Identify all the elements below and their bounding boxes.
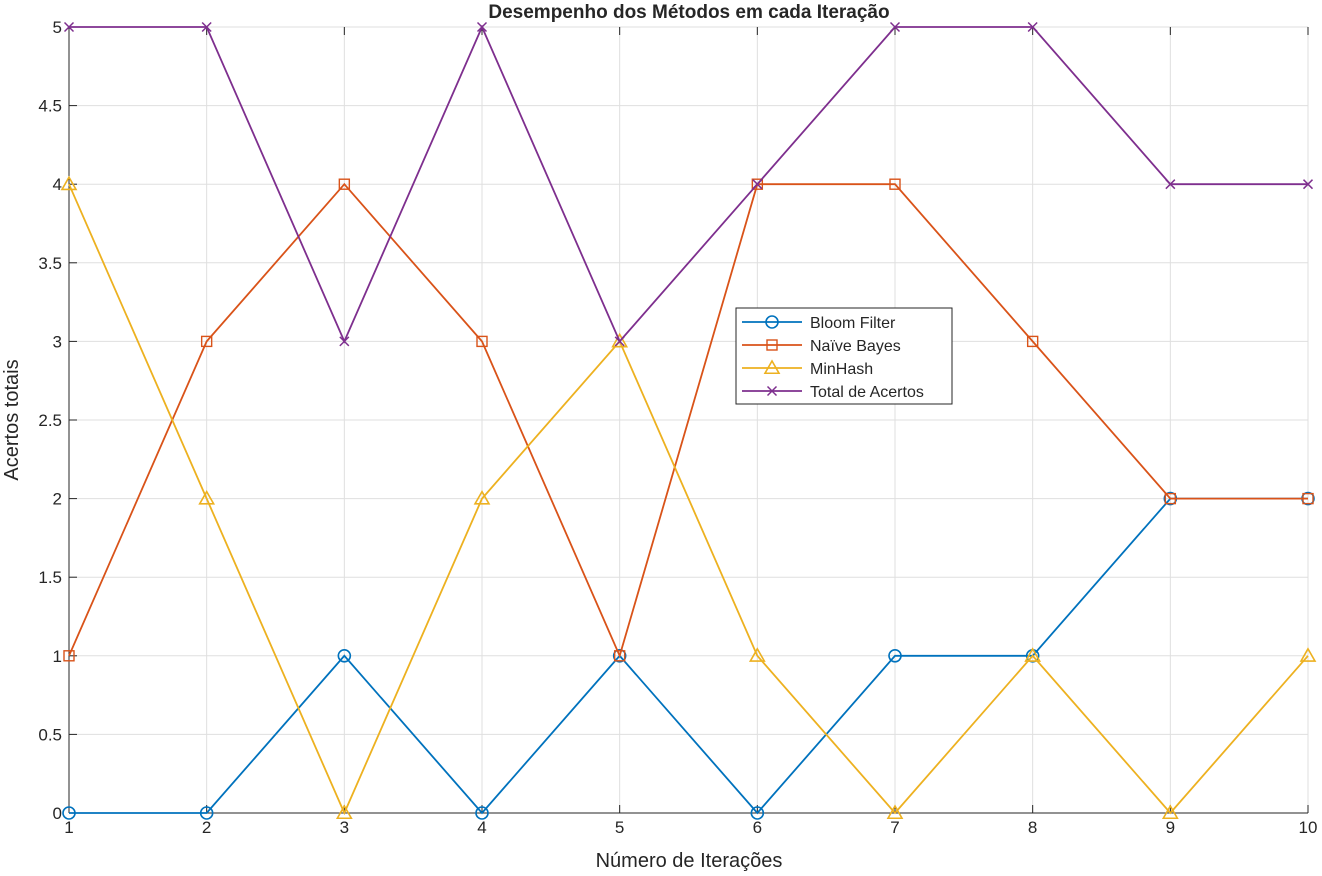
data-point-triangle bbox=[1024, 647, 1042, 662]
y-tick-label: 5 bbox=[53, 18, 62, 37]
x-tick-label: 2 bbox=[202, 818, 211, 837]
data-point-x bbox=[339, 336, 350, 347]
data-point-x-stroke bbox=[889, 21, 901, 33]
series-na-ve-bayes bbox=[63, 178, 1314, 662]
y-tick-label: 1 bbox=[53, 647, 62, 666]
data-point-x-stroke bbox=[339, 336, 350, 347]
legend-label: Bloom Filter bbox=[810, 315, 896, 332]
data-point-square bbox=[613, 650, 626, 662]
data-point-x bbox=[766, 385, 778, 397]
data-point-x bbox=[889, 21, 901, 33]
data-point-circle bbox=[750, 806, 765, 820]
series-bloom-filter bbox=[62, 491, 1315, 820]
axes bbox=[68, 26, 1309, 814]
data-point-triangle bbox=[611, 332, 629, 348]
y-tick-label: 0 bbox=[53, 804, 62, 823]
series-line bbox=[69, 497, 1308, 815]
legend-label: Total de Acertos bbox=[810, 384, 924, 401]
legend-label: Naïve Bayes bbox=[810, 338, 901, 355]
data-point-x-stroke bbox=[1027, 21, 1038, 33]
series-line bbox=[68, 183, 1309, 816]
legend-label: MinHash bbox=[810, 361, 873, 378]
data-point-circle bbox=[888, 648, 902, 663]
data-point-square bbox=[63, 650, 75, 662]
series-minhash bbox=[60, 175, 1317, 820]
series-line bbox=[68, 182, 1308, 659]
data-point-x bbox=[63, 21, 75, 33]
data-point-square bbox=[1026, 335, 1039, 348]
x-tick-label: 4 bbox=[477, 818, 486, 837]
y-tick-label: 1.5 bbox=[38, 568, 62, 587]
x-tick-label: 6 bbox=[753, 818, 762, 837]
data-point-square bbox=[751, 178, 764, 190]
x-tick-label: 1 bbox=[64, 818, 73, 837]
data-point-square bbox=[766, 339, 778, 351]
chart-title: Desempenho dos Métodos em cada Iteração bbox=[488, 2, 889, 23]
y-axis-label: Acertos totais bbox=[1, 359, 23, 480]
data-point-triangle bbox=[335, 804, 353, 820]
data-point-x-stroke bbox=[201, 21, 212, 33]
data-point-circle bbox=[765, 315, 779, 329]
y-tick-label: 4 bbox=[53, 175, 62, 194]
y-tick-label: 3 bbox=[53, 332, 62, 351]
data-point-x-stroke bbox=[63, 21, 75, 33]
y-tick-label: 0.5 bbox=[38, 725, 62, 744]
data-point-x bbox=[201, 21, 212, 33]
data-point-triangle bbox=[1299, 647, 1317, 662]
series-line bbox=[69, 24, 1308, 344]
data-point-triangle bbox=[60, 175, 78, 191]
data-point-x bbox=[1027, 21, 1038, 33]
legend-item: Naïve Bayes bbox=[742, 338, 901, 355]
legend-item: MinHash bbox=[742, 359, 873, 378]
data-point-x-stroke bbox=[752, 179, 763, 190]
data-point-circle bbox=[62, 806, 76, 820]
x-axis-label: Número de Iterações bbox=[596, 850, 783, 872]
data-point-x-stroke bbox=[1165, 179, 1176, 190]
y-tick-label: 3.5 bbox=[38, 254, 62, 273]
y-tick-label: 2.5 bbox=[38, 411, 62, 430]
x-tick-label: 5 bbox=[615, 818, 624, 837]
x-tick-label: 10 bbox=[1299, 818, 1318, 837]
data-point-x-stroke bbox=[614, 336, 625, 347]
data-point-triangle bbox=[886, 804, 904, 820]
data-point-triangle bbox=[763, 359, 781, 375]
data-point-circle bbox=[337, 648, 352, 663]
x-tick-label: 3 bbox=[340, 818, 349, 837]
series-layer bbox=[60, 21, 1317, 820]
y-tick-label: 4.5 bbox=[38, 97, 62, 116]
data-point-x-stroke bbox=[476, 21, 488, 33]
data-point-triangle bbox=[1161, 804, 1179, 820]
legend-item: Total de Acertos bbox=[742, 384, 924, 401]
data-point-x-stroke bbox=[766, 385, 778, 397]
data-point-square bbox=[889, 178, 901, 190]
data-point-x bbox=[752, 179, 763, 190]
data-point-circle bbox=[475, 806, 489, 820]
data-point-circle bbox=[199, 806, 214, 820]
data-point-square bbox=[476, 335, 488, 348]
data-point-x bbox=[1165, 179, 1176, 190]
data-point-square bbox=[200, 335, 213, 348]
data-point-triangle bbox=[473, 489, 491, 505]
series-total-de-acertos bbox=[63, 21, 1314, 347]
tick-labels: 1 2 3 4 5 6 7 8 9 10 0 0.5 1 1.5 2 2.5 3 3.5 4 4.5 5 bbox=[38, 18, 1317, 837]
data-point-triangle bbox=[198, 489, 216, 505]
data-point-x bbox=[614, 336, 625, 347]
x-tick-label: 9 bbox=[1166, 818, 1175, 837]
x-tick-label: 8 bbox=[1028, 818, 1037, 837]
data-point-x bbox=[476, 21, 488, 33]
data-point-square bbox=[1302, 492, 1314, 505]
data-point-circle bbox=[612, 648, 627, 663]
data-point-square bbox=[338, 178, 351, 190]
legend-item: Bloom Filter bbox=[742, 315, 896, 332]
y-tick-label: 2 bbox=[53, 490, 62, 509]
legend: Bloom Filter Naïve Bayes MinHash Total de A… bbox=[735, 307, 953, 405]
data-point-x-stroke bbox=[1302, 179, 1314, 190]
data-point-x bbox=[1302, 179, 1314, 190]
legend-box bbox=[735, 307, 953, 405]
data-point-triangle bbox=[748, 647, 766, 662]
data-point-square bbox=[1164, 492, 1177, 505]
x-tick-label: 7 bbox=[890, 818, 899, 837]
